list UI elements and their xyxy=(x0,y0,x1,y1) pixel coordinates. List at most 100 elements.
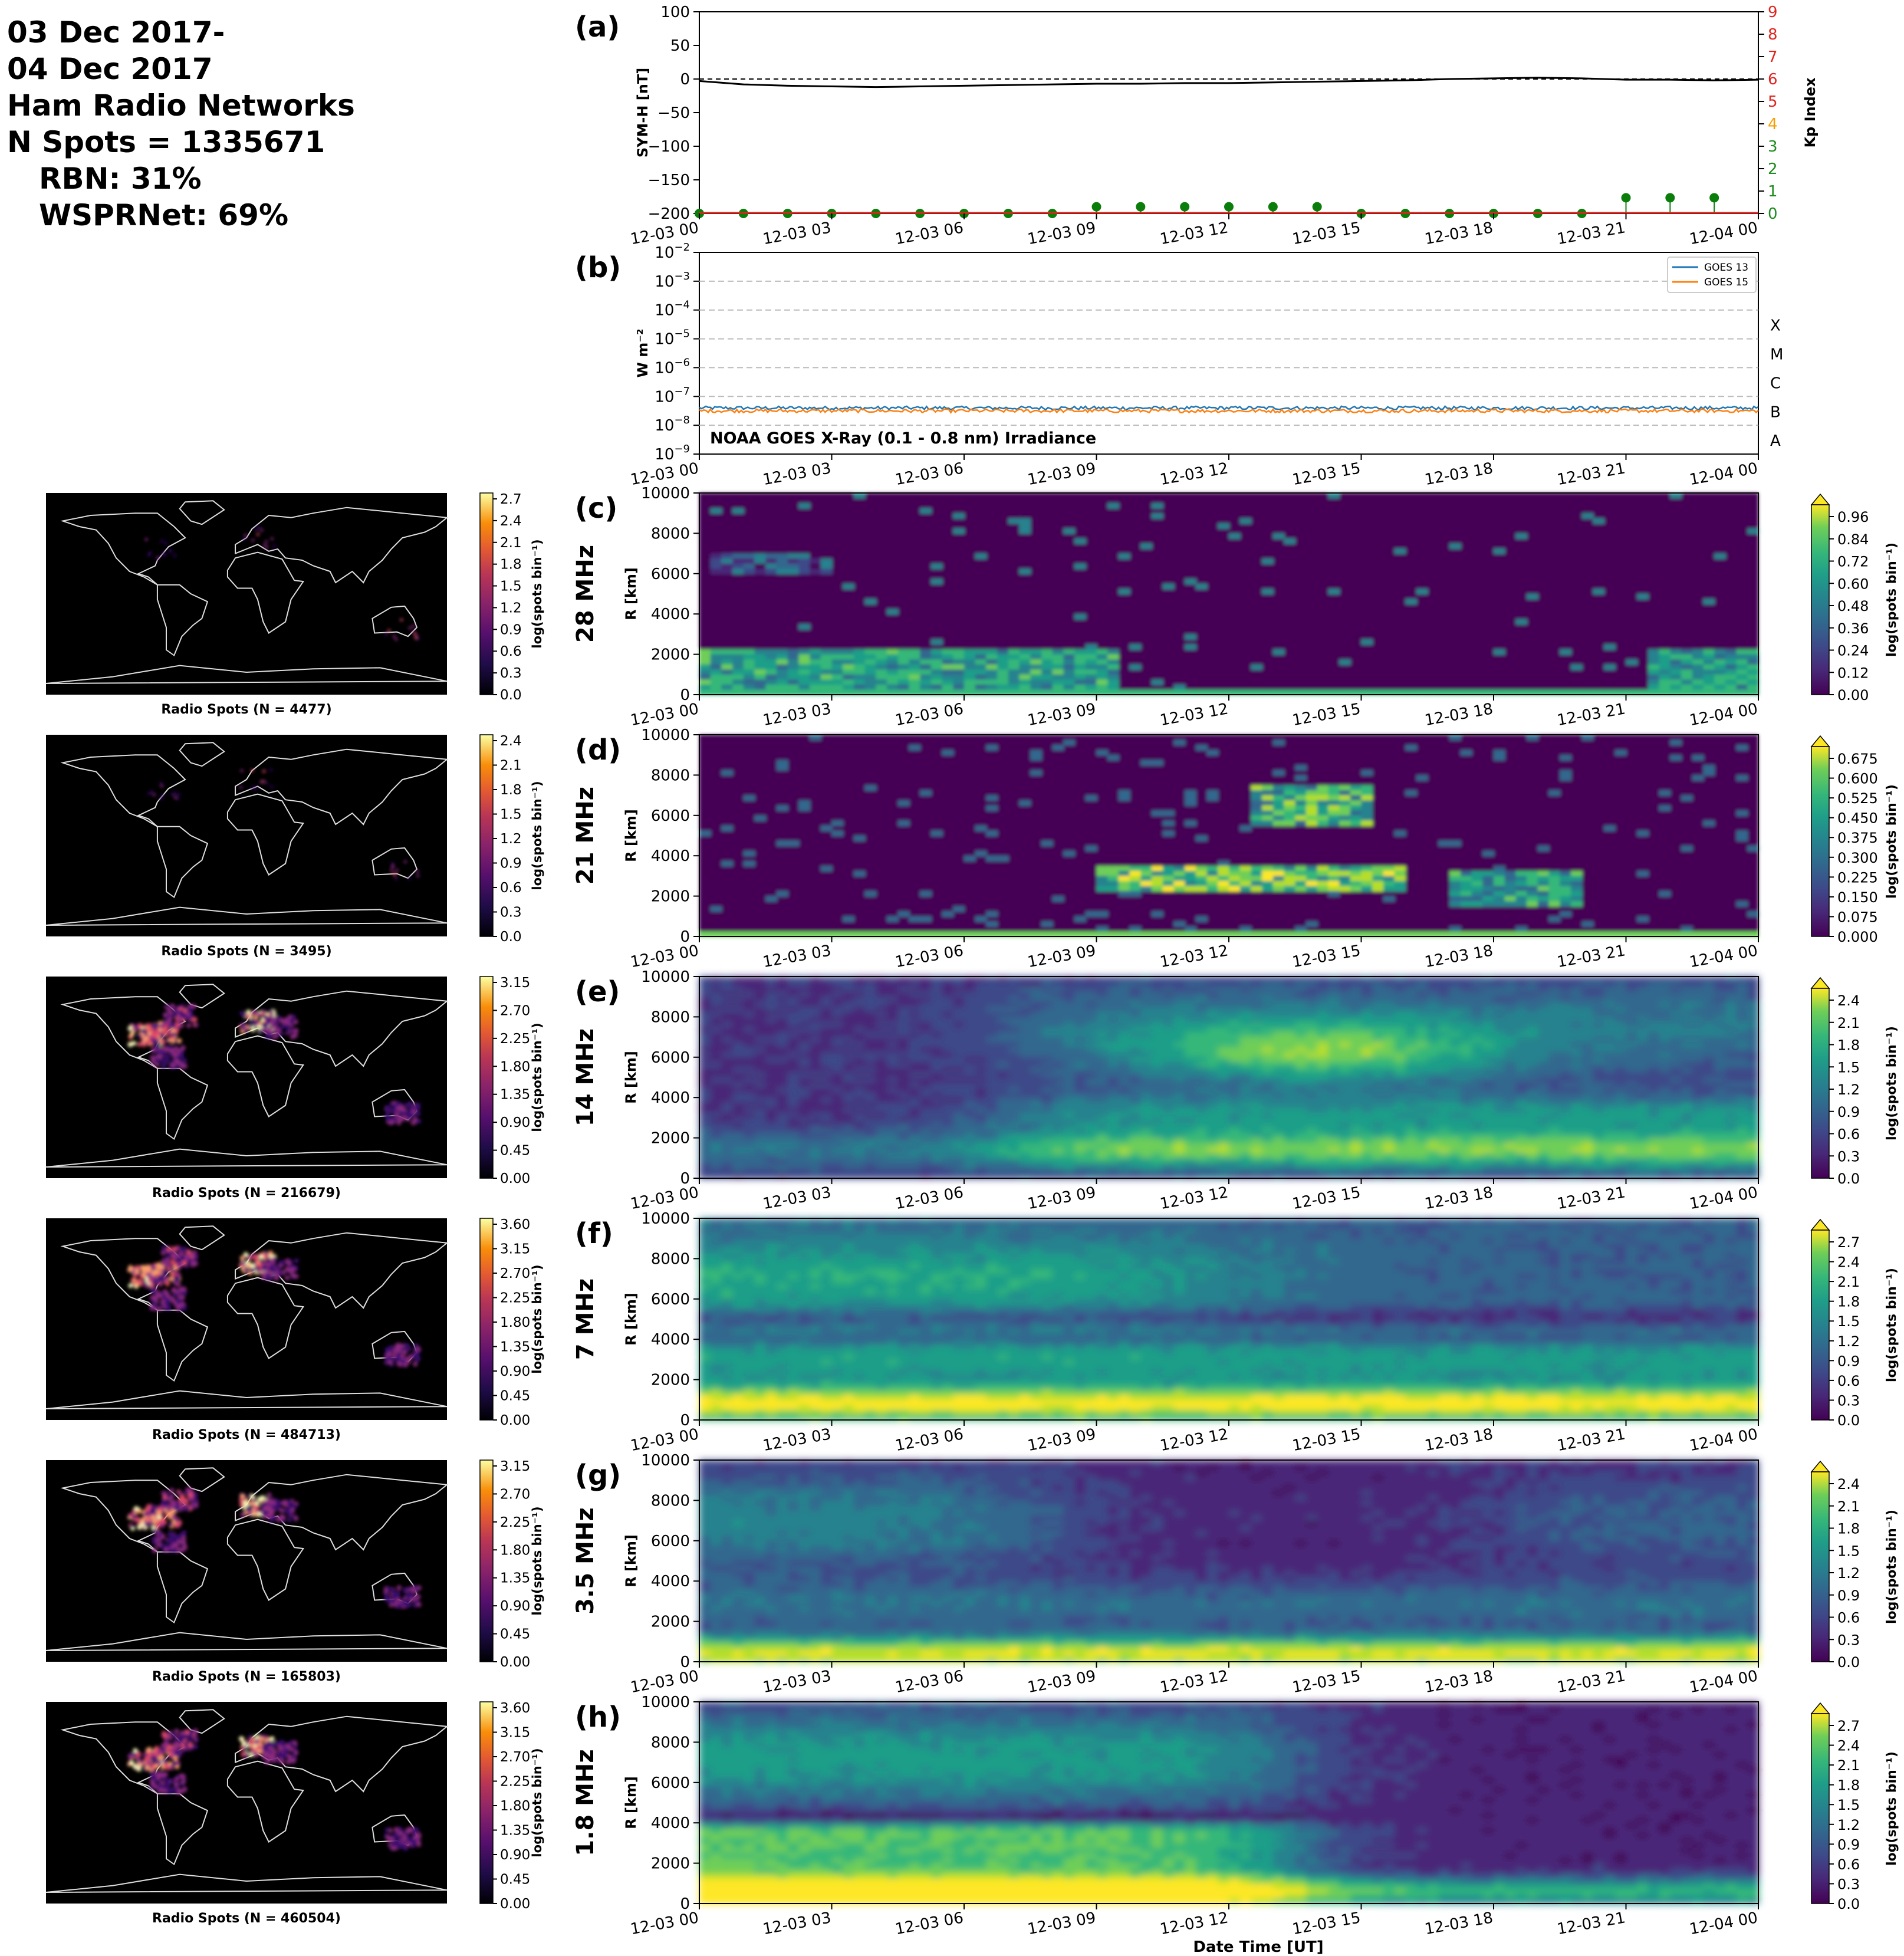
panel-d-time-axis: 12-03 00 12-03 03 12-03 06 12-03 09 12-03 12… xyxy=(629,936,1759,971)
header: 03 Dec 2017- 04 Dec 2017 Ham Radio Netwo… xyxy=(7,15,355,232)
y-tick-label: 0 xyxy=(680,1170,690,1188)
cbar-tick-label: 2.4 xyxy=(1837,992,1860,1009)
map-background xyxy=(46,1702,447,1904)
cbar-tick-label: 0.24 xyxy=(1837,643,1869,659)
cbar-tick-label: 1.2 xyxy=(1837,1565,1860,1582)
y-tick-label: 4000 xyxy=(651,1814,690,1832)
panel-g-colorbar: 0.0 0.3 0.6 0.9 1.2 1.5 1.8 2.1 2.4 log(spots bin… xyxy=(1810,1460,1899,1671)
cbar-tick-label: 2.4 xyxy=(1837,1476,1860,1493)
kp-point xyxy=(1224,202,1234,212)
map-cbar-tick-label: 0.6 xyxy=(500,644,522,659)
x-tick-label: 12-03 15 xyxy=(1291,1184,1362,1213)
map-cbar-tick-label: 1.35 xyxy=(500,1571,530,1586)
spot-count: N Spots = 1335671 xyxy=(7,125,325,159)
y-tick-label: 0 xyxy=(680,1895,690,1913)
x-tick-label: 12-03 03 xyxy=(761,1184,832,1213)
panel-h-world-map: Radio Spots (N = 460504) 0.00 0.45 0.90 1.35… xyxy=(45,1701,544,1926)
x-tick-label: 12-03 18 xyxy=(1423,1425,1494,1455)
y-tick-label: 8000 xyxy=(651,525,690,543)
cbar-tick-label: 2.7 xyxy=(1837,1718,1860,1734)
cbar-tick-label: 0.96 xyxy=(1837,509,1869,525)
x-tick-label: 12-03 12 xyxy=(1159,219,1229,248)
africa-coast xyxy=(226,793,305,876)
y-tick-label: 6000 xyxy=(651,1774,690,1792)
flare-class-B: B xyxy=(1770,403,1781,421)
map-colorbar xyxy=(479,734,494,937)
north-america-coast xyxy=(60,996,186,1069)
x-tick-label: 12-03 21 xyxy=(1556,1184,1626,1213)
map-background xyxy=(46,1460,447,1662)
y-tick-label: 4000 xyxy=(651,1573,690,1590)
x-tick-label: 12-03 18 xyxy=(1423,1667,1494,1697)
x-tick-label: 12-03 09 xyxy=(1026,1425,1097,1455)
map-cbar-tick-label: 1.35 xyxy=(500,1087,530,1103)
panel-d-heatmap: (d) 21 MHz R [km] 0 2000 4000 6000 8000 10000 12-… xyxy=(572,726,1899,971)
legend-entry: GOES 15 xyxy=(1704,277,1748,288)
map-colorbar xyxy=(479,1459,494,1662)
australia-coast xyxy=(371,1572,418,1605)
map-cbar-tick-label: 2.25 xyxy=(500,1031,530,1047)
y-tick-label: 8000 xyxy=(651,1492,690,1510)
cbar-tick-label: 0.6 xyxy=(1837,1373,1860,1389)
colorbar-extend xyxy=(1810,1218,1830,1231)
africa-coast xyxy=(226,1277,305,1359)
x-tick-label: 12-03 21 xyxy=(1556,459,1626,489)
map-cbar-tick-label: 1.5 xyxy=(500,579,522,594)
north-america-coast xyxy=(60,1721,186,1794)
y-tick-label: 6000 xyxy=(651,1291,690,1309)
y-tick-label: 0 xyxy=(680,1412,690,1429)
y-tick-label: 100 xyxy=(660,4,690,21)
x-tick-label: 12-03 06 xyxy=(894,219,965,248)
y-tick-label: 10000 xyxy=(641,1452,690,1470)
x-tick-label: 12-03 18 xyxy=(1423,700,1494,729)
xray-axis-label: W m⁻² xyxy=(634,328,651,377)
colorbar xyxy=(1811,988,1830,1179)
map-cbar-tick-label: 2.25 xyxy=(500,1291,530,1306)
cbar-tick-label: 0.375 xyxy=(1837,830,1878,846)
cbar-tick-label: 0.6 xyxy=(1837,1610,1860,1626)
map-cbar-tick-label: 1.80 xyxy=(500,1543,530,1558)
y-tick-label: 4000 xyxy=(651,1089,690,1107)
y-tick-label: 10−3 xyxy=(655,270,690,291)
y-tick-label: 10−9 xyxy=(655,443,690,463)
x-tick-label: 12-03 00 xyxy=(629,942,700,971)
kp-tick-label: 9 xyxy=(1768,4,1778,21)
y-tick-label: 8000 xyxy=(651,1008,690,1026)
map-cbar-tick-label: 0.90 xyxy=(500,1599,530,1614)
colorbar xyxy=(1811,1713,1830,1904)
kp-tick-label: 6 xyxy=(1768,71,1778,88)
cbar-tick-label: 2.1 xyxy=(1837,1274,1860,1290)
y-tick-label: 10000 xyxy=(641,968,690,986)
x-tick-label: 12-03 15 xyxy=(1291,219,1362,248)
europe-asia-coast xyxy=(235,990,449,1067)
cbar-tick-label: 0.9 xyxy=(1837,1104,1860,1120)
y-tick-label: 4000 xyxy=(651,606,690,623)
map-cbar-tick-label: 0.45 xyxy=(500,1627,530,1642)
x-tick-label: 12-04 00 xyxy=(1688,942,1759,971)
y-tick-label: 2000 xyxy=(651,646,690,664)
kp-tick-label: 3 xyxy=(1768,138,1778,156)
x-tick-label: 12-03 09 xyxy=(1026,1909,1097,1938)
panel-e-heatmap: (e) 14 MHz R [km] 0 2000 4000 6000 8000 10000 12-… xyxy=(572,968,1899,1213)
x-tick-label: 12-03 15 xyxy=(1291,1667,1362,1697)
cbar-tick-label: 0.600 xyxy=(1837,771,1878,787)
cbar-tick-label: 0.150 xyxy=(1837,889,1878,906)
cbar-tick-label: 2.1 xyxy=(1837,1757,1860,1774)
cbar-tick-label: 0.36 xyxy=(1837,620,1869,637)
x-tick-label: 12-03 12 xyxy=(1159,1184,1229,1213)
band-label: 14 MHz xyxy=(572,1028,599,1126)
x-tick-label: 12-03 06 xyxy=(894,700,965,729)
kp-tick-label: 8 xyxy=(1768,26,1778,44)
cbar-tick-label: 2.4 xyxy=(1837,1254,1860,1271)
map-cbar-tick-label: 0.00 xyxy=(500,1413,530,1428)
x-tick-label: 12-03 15 xyxy=(1291,1425,1362,1455)
map-cbar-tick-label: 0.45 xyxy=(500,1389,530,1404)
greenland-coast xyxy=(179,984,225,1009)
legend-entry: GOES 13 xyxy=(1704,262,1748,274)
cbar-tick-label: 0.9 xyxy=(1837,1353,1860,1369)
map-cbar-tick-label: 1.8 xyxy=(500,783,522,798)
map-cbar-tick-label: 1.8 xyxy=(500,557,522,573)
map-cbar-tick-label: 3.60 xyxy=(500,1701,530,1716)
south-america-coast xyxy=(156,1551,209,1624)
greenland-coast xyxy=(179,742,225,767)
